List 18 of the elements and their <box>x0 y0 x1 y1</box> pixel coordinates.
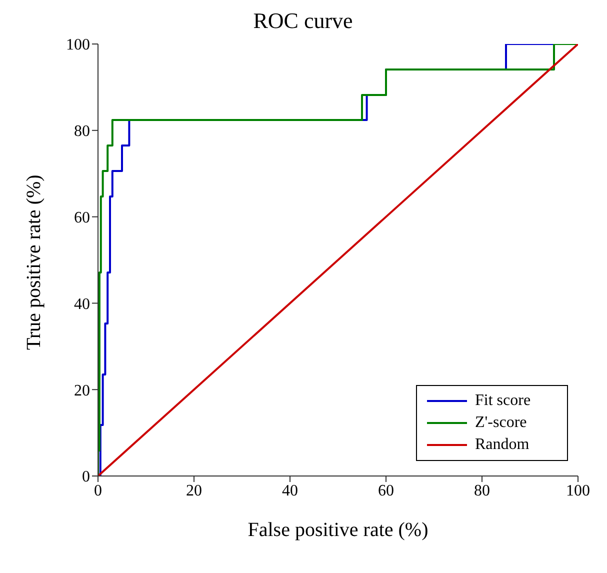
legend-label: Random <box>475 435 530 455</box>
legend-label: Fit score <box>475 391 531 411</box>
y-tick-label: 60 <box>74 209 90 226</box>
x-tick-label: 0 <box>94 482 102 500</box>
y-tick-label: 100 <box>66 36 90 54</box>
chart-title: ROC curve <box>252 8 354 34</box>
x-tick-label: 60 <box>378 482 394 500</box>
y-tick-label: 20 <box>74 382 90 400</box>
x-tick-label: 80 <box>474 482 490 500</box>
x-axis-title: False positive rate (%) <box>248 519 428 541</box>
y-tick-label: 80 <box>74 123 90 140</box>
y-axis-title: True positive rate (%) <box>23 174 46 350</box>
x-tick-label: 100 <box>566 482 590 500</box>
y-tick-label: 40 <box>74 296 90 313</box>
y-tick-label: 0 <box>82 468 90 486</box>
x-tick-label: 20 <box>186 482 202 500</box>
x-tick-label: 40 <box>282 482 298 500</box>
legend-label: Z'-score <box>475 413 527 433</box>
